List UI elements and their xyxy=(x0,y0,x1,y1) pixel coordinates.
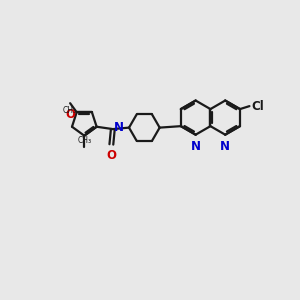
Text: CH₃: CH₃ xyxy=(63,106,77,115)
Text: N: N xyxy=(220,140,230,153)
Text: N: N xyxy=(114,121,124,134)
Text: N: N xyxy=(190,140,201,153)
Text: CH₃: CH₃ xyxy=(77,136,92,145)
Text: O: O xyxy=(65,108,76,122)
Text: O: O xyxy=(106,149,116,162)
Text: Cl: Cl xyxy=(252,100,265,112)
